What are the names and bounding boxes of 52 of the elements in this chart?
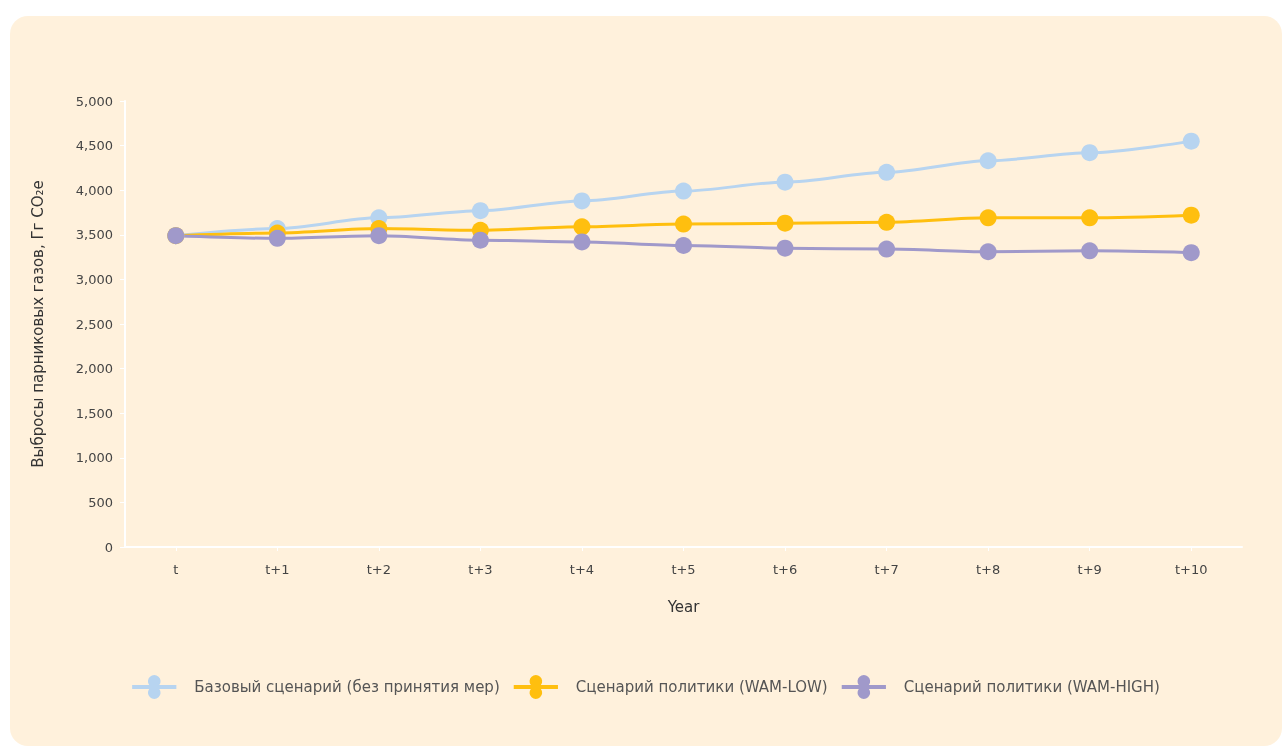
y-tick-label: 4,000 bbox=[75, 182, 113, 198]
point bbox=[1182, 132, 1200, 150]
y-tick-label: 1,000 bbox=[75, 450, 113, 466]
point bbox=[573, 233, 591, 251]
legend-label: Сценарий политики (WAM-LOW) bbox=[575, 678, 828, 696]
y-tick-label: 3,500 bbox=[75, 227, 113, 243]
point bbox=[979, 243, 997, 261]
point bbox=[776, 214, 794, 232]
x-tick-label: t+7 bbox=[874, 562, 899, 577]
point bbox=[878, 163, 896, 181]
y-tick-label: 2,500 bbox=[75, 316, 113, 332]
x-tick-label: t+3 bbox=[468, 562, 493, 577]
y-tick-label: 2,000 bbox=[75, 361, 113, 377]
point bbox=[878, 240, 896, 258]
y-tick-label: 0 bbox=[104, 539, 113, 555]
point bbox=[675, 182, 692, 200]
y-tick-label: 5,000 bbox=[75, 93, 113, 109]
x-axis-title: Year bbox=[666, 597, 701, 616]
point bbox=[776, 239, 794, 257]
point bbox=[878, 213, 896, 231]
y-tick-label: 3,000 bbox=[75, 271, 113, 287]
point bbox=[573, 192, 591, 210]
x-tick-label: t bbox=[173, 562, 179, 577]
x-tick-label: t+9 bbox=[1077, 562, 1102, 577]
point bbox=[471, 202, 489, 220]
point bbox=[776, 173, 794, 191]
x-tick-label: t+6 bbox=[772, 562, 798, 577]
x-tick-label: t+10 bbox=[1174, 562, 1208, 577]
y-tick-label: 4,500 bbox=[75, 138, 113, 154]
point bbox=[573, 218, 591, 236]
x-tick-label: t+4 bbox=[569, 562, 595, 577]
point bbox=[370, 227, 388, 245]
point bbox=[675, 215, 692, 233]
point bbox=[1182, 206, 1200, 224]
point bbox=[1182, 244, 1200, 262]
legend-label: Базовый сценарий (без принятия мер) bbox=[194, 678, 500, 696]
y-tick-label: 1,500 bbox=[75, 405, 113, 421]
point bbox=[979, 152, 997, 170]
point bbox=[268, 229, 286, 247]
point bbox=[471, 231, 489, 249]
point bbox=[979, 209, 997, 227]
point bbox=[1081, 242, 1099, 260]
x-tick-label: t+2 bbox=[366, 562, 391, 577]
point bbox=[675, 237, 692, 254]
x-tick-label: t+8 bbox=[976, 562, 1001, 577]
x-tick-label: t+1 bbox=[265, 562, 290, 577]
x-tick-label: t+5 bbox=[671, 562, 696, 577]
point bbox=[1081, 209, 1099, 227]
y-tick-label: 500 bbox=[88, 494, 113, 510]
legend-label: Сценарий политики (WAM-HIGH) bbox=[903, 678, 1160, 696]
point bbox=[1081, 144, 1099, 162]
y-axis-title: Выбросы парниковых газов, Гг CO₂e bbox=[28, 180, 47, 468]
